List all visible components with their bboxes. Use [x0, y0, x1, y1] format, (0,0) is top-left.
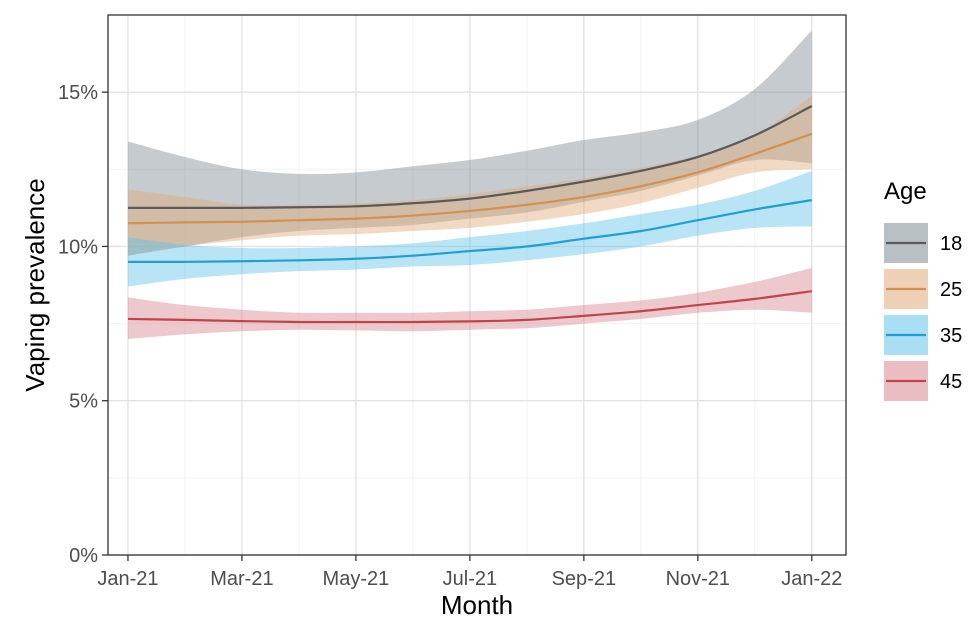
legend-label-age-18: 18 — [940, 233, 962, 255]
confidence-band-age-35 — [127, 170, 812, 287]
series-line-age-35 — [127, 199, 812, 264]
x-axis-title: Month — [441, 590, 513, 620]
series-lines — [127, 105, 813, 324]
legend-label-age-35: 35 — [940, 325, 962, 347]
x-tick-label: Sep-21 — [552, 568, 617, 590]
x-axis-ticks: Jan-21 Mar-21 May-21 Jul-21 Sep-21 Nov-21 Jan-… — [97, 555, 842, 590]
legend-label-age-45: 45 — [940, 371, 962, 393]
x-tick-label: Jan-22 — [781, 568, 842, 590]
series-line-age-18 — [127, 105, 813, 210]
y-tick-label: 5% — [69, 391, 98, 413]
legend-label-age-25: 25 — [940, 279, 962, 301]
y-tick-label: 15% — [58, 82, 98, 104]
series-line-age-45 — [127, 290, 812, 324]
grid-lines — [108, 15, 846, 556]
x-tick-label: Mar-21 — [210, 568, 273, 590]
plot-panel-border — [107, 14, 847, 556]
x-tick-label: May-21 — [323, 568, 390, 590]
confidence-band-age-18 — [127, 30, 812, 256]
series-line-age-25 — [127, 132, 813, 225]
y-tick-label: 10% — [58, 236, 98, 258]
legend-title: Age — [884, 178, 927, 205]
x-tick-label: Jan-21 — [97, 568, 158, 590]
x-tick-label: Nov-21 — [666, 568, 730, 590]
y-tick-label: 0% — [69, 545, 98, 567]
y-axis-title: Vaping prevalence — [20, 178, 50, 391]
y-axis-ticks: 0% 5% 10% 15% — [58, 82, 108, 567]
plot-panel-background — [108, 15, 846, 555]
confidence-band-age-25 — [127, 95, 812, 256]
x-tick-label: Jul-21 — [443, 568, 497, 590]
legend: Age 18 25 35 45 — [884, 178, 962, 401]
